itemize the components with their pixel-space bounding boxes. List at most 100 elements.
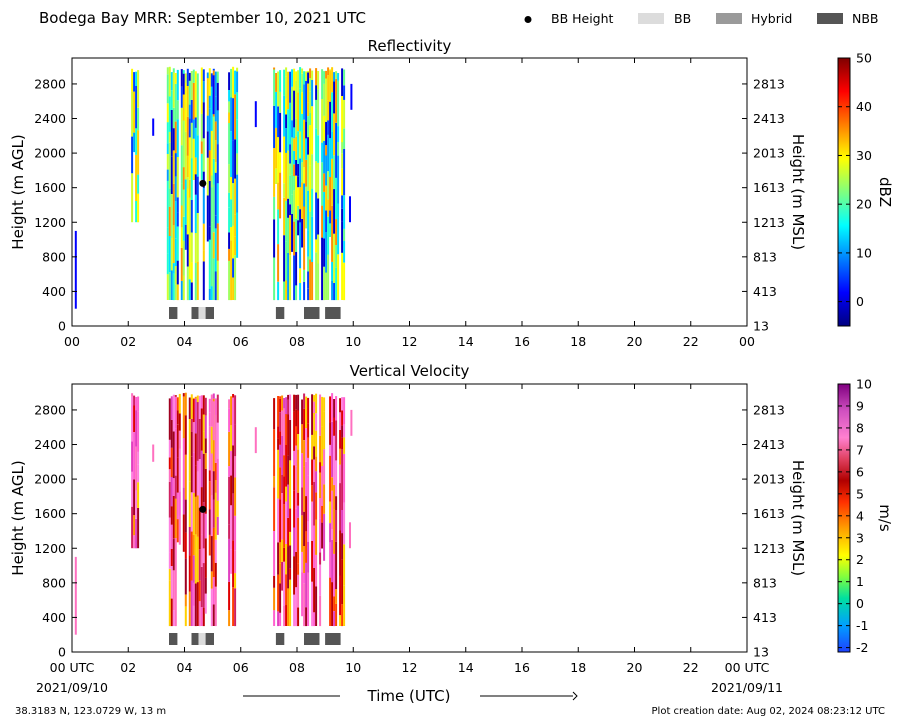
heatmap-cell [311, 501, 314, 541]
velocity-colorbar-label: m/s [876, 504, 894, 532]
colorbar-tick-label: 30 [856, 148, 872, 163]
heatmap-cell [303, 440, 306, 467]
heatmap-cell [331, 131, 334, 159]
heatmap-cell [295, 531, 298, 552]
heatmap-cell [307, 271, 310, 289]
heatmap-cell [208, 481, 211, 510]
heatmap-cell [234, 573, 237, 589]
heatmap-cell [341, 142, 344, 154]
heatmap-cell [350, 409, 353, 436]
heatmap-cell [174, 201, 177, 239]
heatmap-cell [214, 462, 217, 480]
heatmap-cell [297, 187, 300, 206]
heatmap-cell [315, 85, 318, 100]
heatmap-cell [327, 120, 330, 135]
x-tick-label: 08 [289, 660, 305, 675]
heatmap-cell [214, 96, 217, 122]
heatmap-cell [301, 162, 304, 183]
heatmap-cell [339, 615, 342, 626]
heatmap-cell [208, 509, 211, 535]
heatmap-cell [190, 282, 193, 300]
heatmap-cell [135, 397, 138, 411]
heatmap-cell [170, 194, 173, 238]
heatmap-cell [307, 256, 310, 272]
heatmap-cell [194, 194, 197, 233]
heatmap-cell [333, 611, 336, 627]
heatmap-cell [301, 218, 304, 248]
heatmap-cell [166, 169, 169, 181]
heatmap-cell [133, 479, 136, 516]
heatmap-cell [333, 72, 336, 82]
heatmap-cell [307, 397, 310, 424]
heatmap-cell [137, 396, 140, 412]
heatmap-cell [170, 447, 173, 477]
heatmap-cell [331, 421, 334, 445]
x-tick-label: 00 UTC [50, 660, 95, 675]
y-tick-label: 400 [42, 284, 66, 299]
heatmap-cell [200, 566, 203, 607]
heatmap-cell [307, 190, 310, 231]
y-tick-label: 2400 [34, 111, 66, 126]
reflectivity-ylabel-right: Height (m MSL) [789, 134, 807, 250]
heatmap-cell [325, 232, 328, 273]
heatmap-cell [297, 205, 300, 221]
heatmap-cell [275, 92, 278, 128]
heatmap-cell [289, 175, 292, 205]
heatmap-cell [273, 429, 276, 477]
heatmap-cell [131, 68, 134, 92]
heatmap-cell [236, 119, 239, 154]
heatmap-cell [196, 213, 199, 262]
heatmap-cell [273, 487, 276, 531]
heatmap-cell [307, 154, 310, 191]
heatmap-cell [200, 67, 203, 114]
heatmap-cell [311, 70, 314, 80]
heatmap-cell [315, 393, 318, 414]
heatmap-cell [170, 432, 173, 448]
heatmap-cell [315, 519, 318, 555]
heatmap-cell [307, 83, 310, 103]
heatmap-cell [295, 136, 298, 160]
heatmap-cell [283, 69, 286, 72]
x-tick-label: 10 [345, 334, 361, 349]
heatmap-cell [273, 148, 276, 197]
heatmap-cell [315, 128, 318, 162]
heatmap-cell [323, 115, 326, 141]
heatmap-cell [285, 280, 288, 300]
heatmap-cell [295, 160, 298, 176]
y-tick-label: 0 [58, 645, 66, 660]
heatmap-cell [234, 424, 237, 457]
heatmap-cell [331, 158, 334, 206]
heatmap-cell [234, 214, 237, 237]
heatmap-cell [174, 498, 177, 538]
y-tick-label-right: 2013 [753, 146, 785, 161]
heatmap-cell [295, 409, 298, 427]
reflectivity-title: Reflectivity [368, 37, 452, 55]
heatmap-cell [174, 538, 177, 577]
heatmap-cell [303, 511, 306, 546]
heatmap-cell [216, 82, 219, 111]
heatmap-cell [335, 541, 338, 590]
heatmap-cell [277, 426, 280, 439]
heatmap-cell [273, 398, 276, 430]
heatmap-cell [135, 490, 138, 519]
x-tick-label: 20 [627, 334, 643, 349]
heatmap-cell [283, 476, 286, 505]
heatmap-cell [133, 132, 136, 153]
heatmap-cell [321, 271, 324, 301]
heatmap-cell [168, 131, 171, 143]
heatmap-cell [303, 583, 306, 627]
heatmap-cell [279, 467, 282, 500]
heatmap-cell [172, 150, 175, 184]
reflectivity-ylabel: Height (m AGL) [9, 134, 27, 249]
heatmap-cell [178, 448, 181, 492]
heatmap-cell [275, 73, 278, 92]
heatmap-cell [301, 399, 304, 425]
heatmap-cell [204, 593, 207, 614]
heatmap-cell [188, 397, 191, 419]
heatmap-cell [323, 71, 326, 84]
heatmap-cell [283, 561, 286, 606]
heatmap-cell [277, 182, 280, 210]
heatmap-cell [327, 67, 330, 76]
heatmap-cell [236, 174, 239, 213]
